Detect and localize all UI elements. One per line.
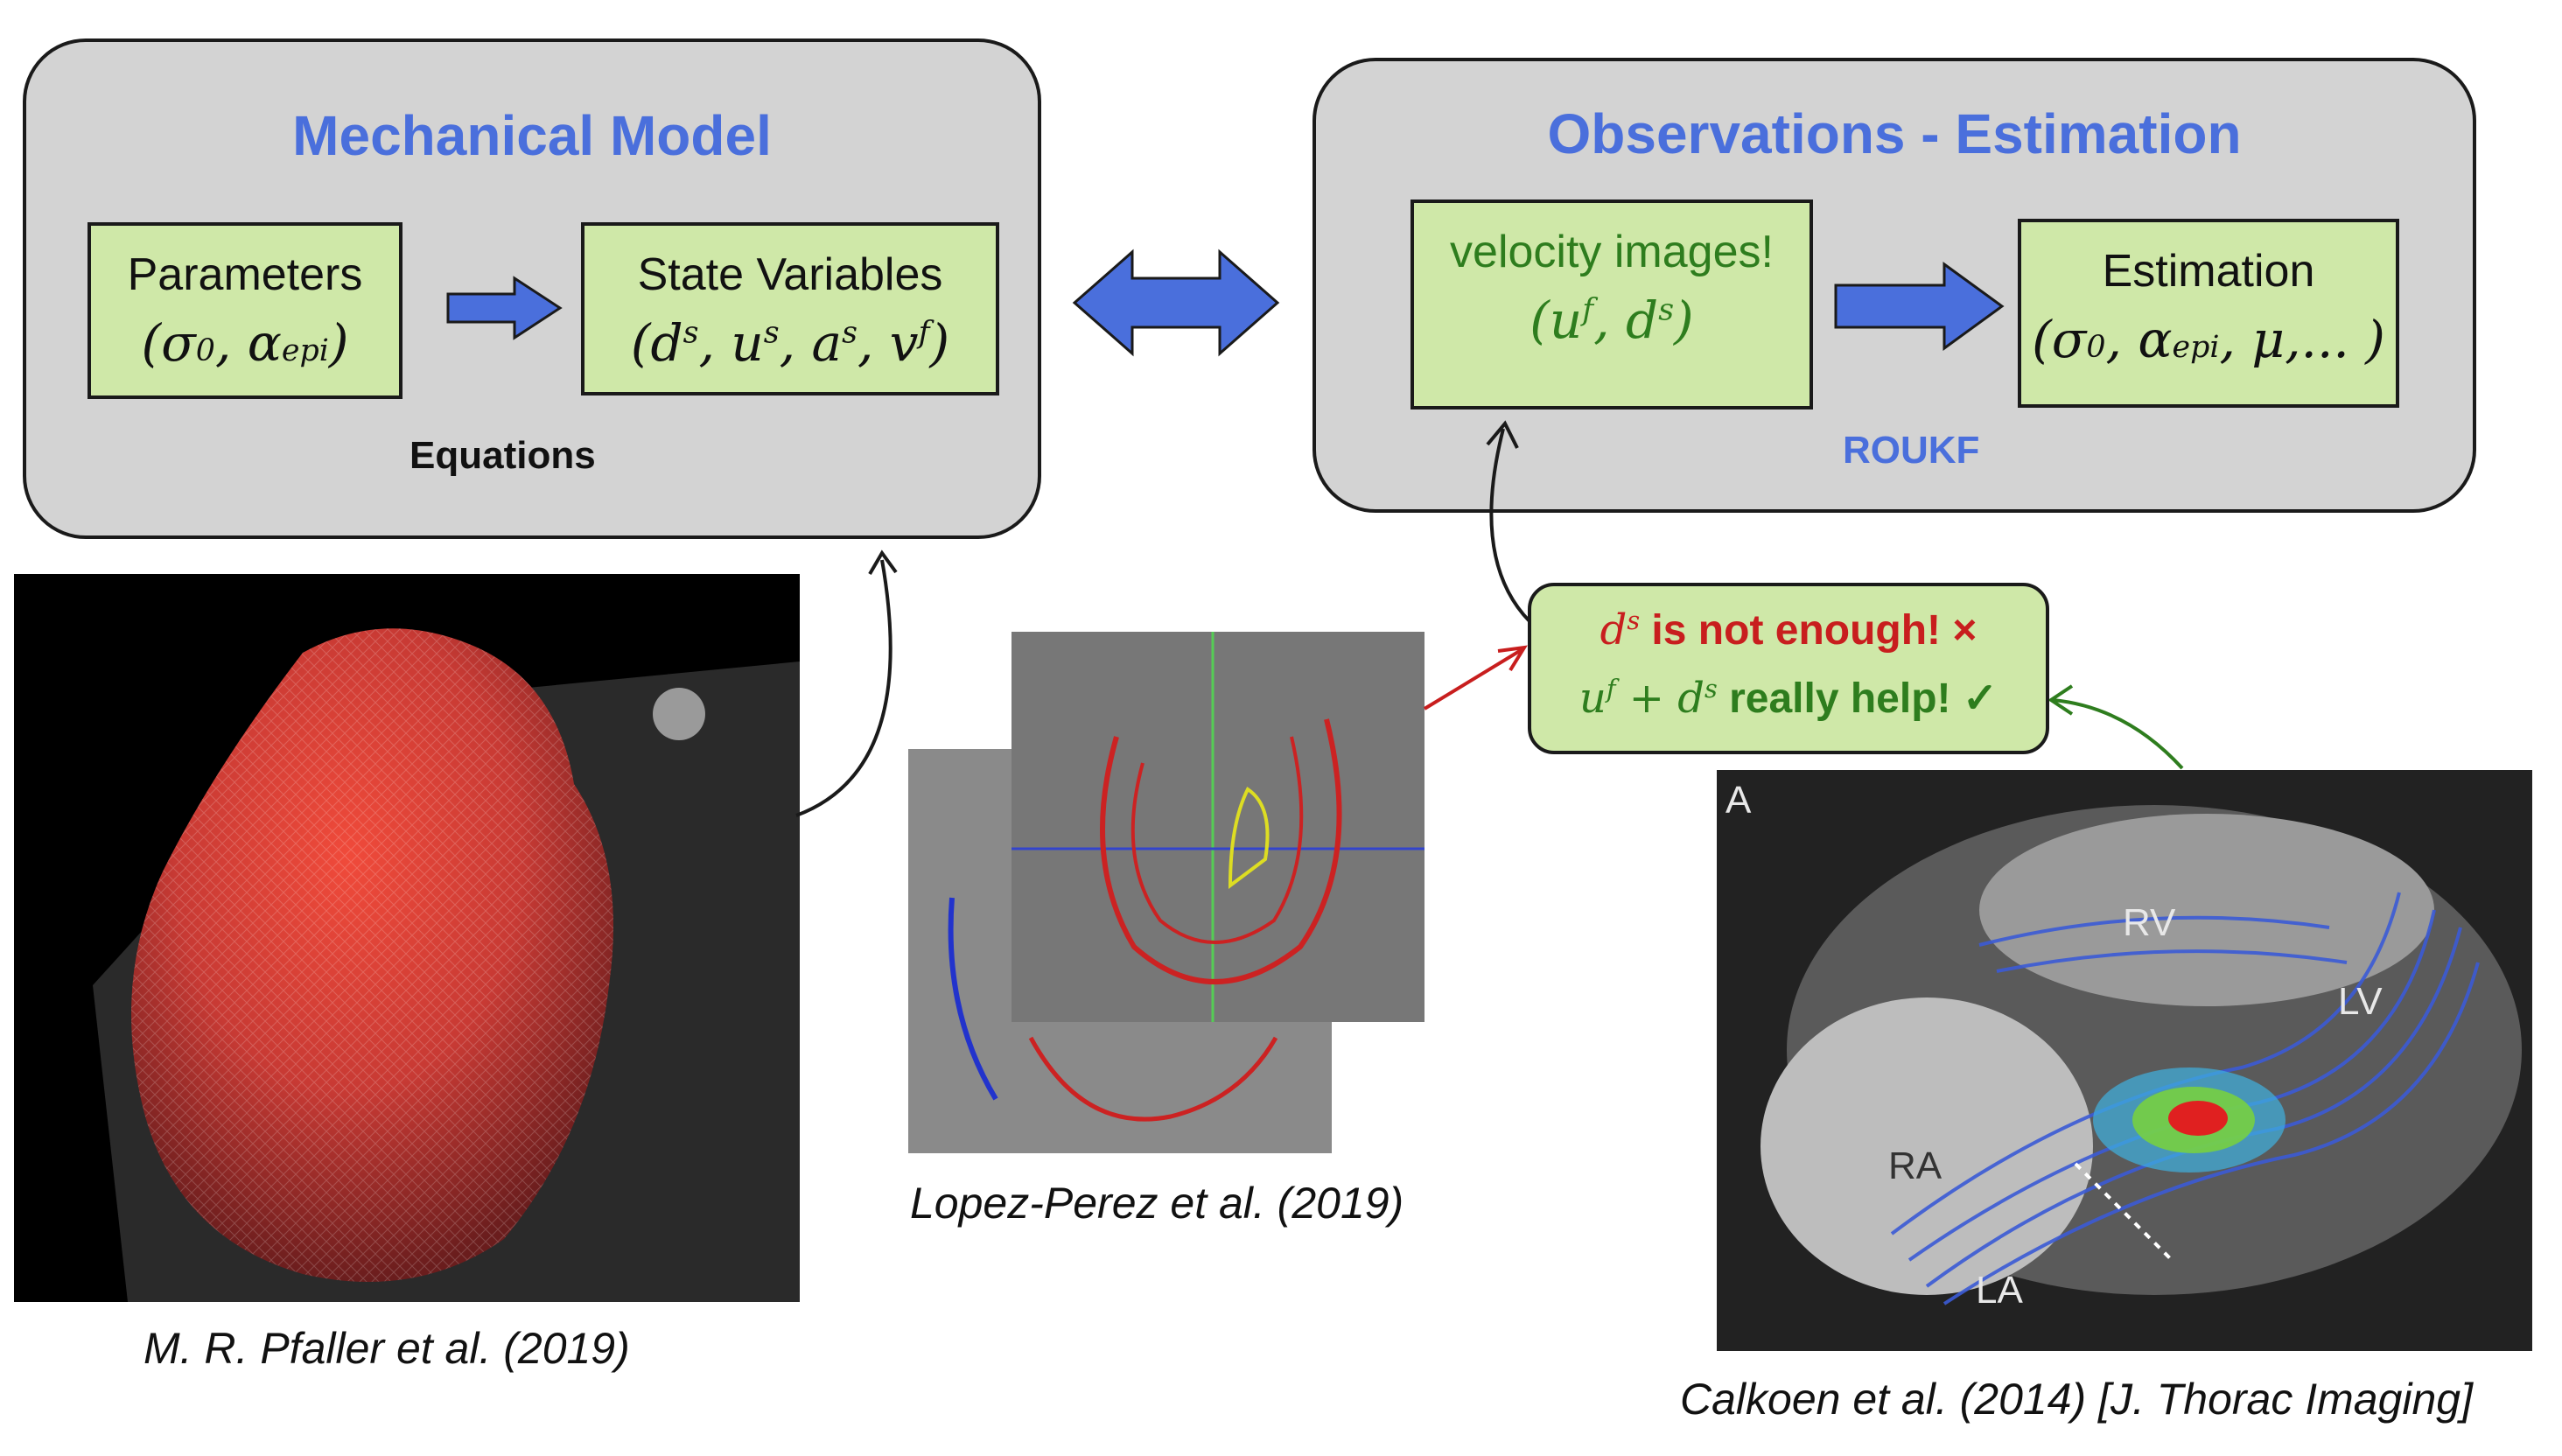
flow-label-lv: LV <box>2338 980 2383 1023</box>
state-variables-math: (ds, us, as, vf) <box>630 313 950 373</box>
estimation-label: Estimation <box>2102 246 2315 297</box>
state-variables-label: State Variables <box>637 249 943 300</box>
observation-callout: ds is not enough! × uf + ds really help!… <box>1528 583 2049 754</box>
callout-line-1: ds is not enough! × <box>1600 606 1978 654</box>
blue-arrow-left-panel <box>446 276 563 340</box>
observations-title: Observations - Estimation <box>1547 102 2242 165</box>
flow-to-callout-arrow <box>2052 698 2184 770</box>
mechanical-model-title: Mechanical Model <box>292 104 772 167</box>
flow-label-rv: RV <box>2123 901 2176 944</box>
equations-label: Equations <box>410 434 596 477</box>
mri-caption: Lopez-Perez et al. (2019) <box>910 1179 1404 1228</box>
flow-label-a: A <box>1726 779 1752 822</box>
mri-image-front <box>1012 632 1424 1022</box>
flow-label-ra: RA <box>1888 1144 1942 1187</box>
blue-arrow-right-panel <box>1834 262 2005 351</box>
velocity-images-math: (uf, ds) <box>1530 290 1694 350</box>
mechanical-model-panel: Mechanical Model Parameters (σ0, αepi) S… <box>23 38 1041 539</box>
parameters-box: Parameters (σ0, αepi) <box>88 222 402 399</box>
heart-mesh-image <box>14 574 800 1302</box>
heart-caption: M. R. Pfaller et al. (2019) <box>144 1324 630 1373</box>
flow-mri-image: A RV LV RA LA <box>1717 770 2532 1351</box>
parameters-math: (σ0, αepi) <box>141 313 349 373</box>
flow-label-la: LA <box>1976 1269 2023 1312</box>
estimation-box: Estimation (σ0, αepi, μ,... ) <box>2018 219 2399 408</box>
roukf-label: ROUKF <box>1843 429 1980 472</box>
state-variables-box: State Variables (ds, us, as, vf) <box>581 222 999 396</box>
flow-caption: Calkoen et al. (2014) [J. Thorac Imaging… <box>1680 1375 2474 1424</box>
blue-double-arrow <box>1072 248 1280 357</box>
parameters-label: Parameters <box>127 249 363 300</box>
estimation-math: (σ0, αepi, μ,... ) <box>2032 310 2385 369</box>
velocity-images-box: velocity images! (uf, ds) <box>1410 200 1813 410</box>
mri-to-callout-arrow <box>1423 648 1524 710</box>
callout-to-velocity-arrow <box>1489 428 1531 623</box>
heart-to-model-arrow <box>795 559 892 817</box>
velocity-images-label: velocity images! <box>1450 227 1774 277</box>
callout-line-2: uf + ds really help! ✓ <box>1578 674 1998 723</box>
